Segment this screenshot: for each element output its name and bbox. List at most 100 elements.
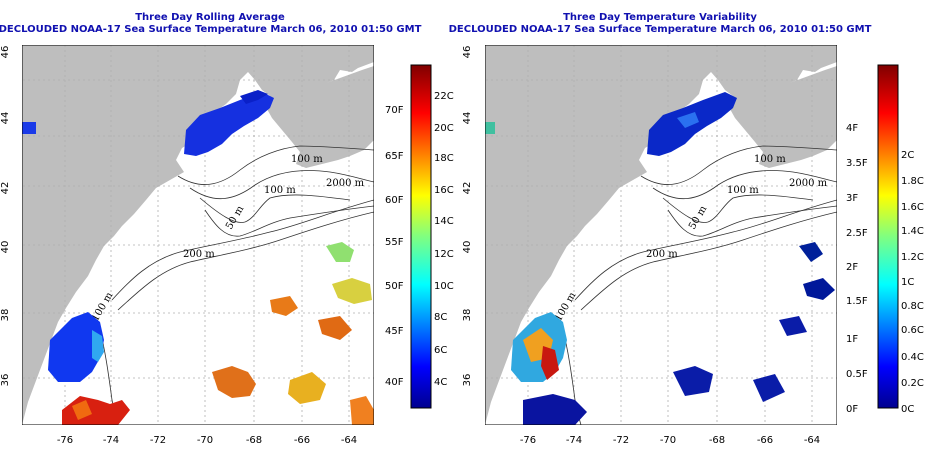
y-tick-label: 38 (462, 309, 473, 322)
right-map: 100 m 2000 m 100 m 50 m 200 m 100 m (485, 45, 837, 425)
colorbar-label: 18C (434, 153, 454, 164)
sst-patch-orange-far-east (350, 396, 374, 425)
right-x-axis: -76 -74 -72 -70 -68 -66 -64 (520, 435, 820, 446)
right-colorbar: 0F 0.5F 1F 1.5F 2F 2.5F 3F 3.5F 4F 0C 0.… (846, 64, 924, 415)
y-tick-label: 44 (0, 112, 11, 125)
left-panel-title-block: Three Day Rolling Average DECLOUDED NOAA… (0, 12, 440, 36)
colorbar-label: 2C (901, 150, 914, 161)
y-tick-label: 46 (462, 46, 473, 59)
sst-patch-offshore-yellow (288, 372, 326, 404)
var-patch-east-5 (779, 316, 807, 336)
x-tick-label: -68 (709, 435, 725, 446)
var-patch-island (485, 122, 495, 134)
colorbar-label: 1C (901, 277, 914, 288)
colorbar-label: 16C (434, 185, 454, 196)
y-tick-label: 42 (0, 182, 11, 195)
colorbar-label: 55F (385, 237, 404, 248)
y-tick-label: 36 (0, 374, 11, 387)
bathymetry-contours (99, 145, 374, 425)
var-patch-east-4 (753, 374, 785, 402)
colorbar-label: 1.8C (901, 176, 924, 187)
contour-label: 100 m (754, 154, 786, 165)
y-tick-label: 40 (462, 241, 473, 254)
land-mass (485, 45, 837, 425)
sst-patch-gulf-of-maine (184, 92, 274, 156)
colorbar-label: 14C (434, 216, 454, 227)
colorbar-label: 8C (434, 312, 447, 323)
colorbar-label: 0.8C (901, 301, 924, 312)
colorbar-label: 1.6C (901, 202, 924, 213)
right-panel-title: Three Day Temperature Variability (563, 12, 757, 23)
contour-label: 200 m (183, 249, 215, 260)
var-patch-east-2 (803, 278, 835, 300)
var-patch-east-3 (673, 366, 713, 396)
colorbar-label: 10C (434, 281, 454, 292)
graticule (486, 45, 837, 425)
var-patch-east-1 (799, 242, 823, 262)
sst-patch-offshore-yellow2 (332, 278, 372, 304)
colorbar-label: 3.5F (846, 158, 868, 169)
x-tick-label: -66 (294, 435, 310, 446)
contour-label: 100 m (727, 185, 759, 196)
sst-patches (22, 90, 374, 425)
left-colorbar: 40F 45F 50F 55F 60F 65F 70F 4C 6C 8C 10C… (385, 64, 454, 409)
sst-patch-offshore-orange (212, 366, 256, 398)
y-tick-label: 44 (462, 112, 473, 125)
x-tick-label: -76 (57, 435, 73, 446)
sst-patch-maine-edge (240, 90, 268, 104)
x-tick-label: -64 (804, 435, 820, 446)
colorbar-label: 2.5F (846, 228, 868, 239)
right-panel-subtitle: DECLOUDED NOAA-17 Sea Surface Temperatur… (448, 24, 872, 35)
sst-patch-chesapeake (48, 312, 104, 382)
colorbar-label: 65F (385, 151, 404, 162)
x-tick-label: -68 (246, 435, 262, 446)
sst-patch-south-orange (72, 400, 92, 420)
x-tick-label: -64 (341, 435, 357, 446)
bathymetry-contours (562, 145, 837, 425)
colorbar-label: 40F (385, 377, 404, 388)
sst-patch-offshore-green (326, 242, 354, 262)
colorbar-label: 6C (434, 345, 447, 356)
sst-patch-island (22, 122, 36, 134)
left-map: 100 m 2000 m 100 m 50 m 200 m 100 m (22, 45, 374, 425)
colorbar-label: 4F (846, 123, 858, 134)
colorbar-label: 0.4C (901, 352, 924, 363)
left-panel-title: Three Day Rolling Average (135, 12, 285, 23)
y-tick-label: 42 (462, 182, 473, 195)
nova-scotia-land (725, 66, 837, 168)
colorbar-label: 22C (434, 91, 454, 102)
y-tick-label: 36 (462, 374, 473, 387)
colorbar-label: 0F (846, 404, 858, 415)
colorbar-label: 0C (901, 404, 914, 415)
land-mass (22, 45, 374, 425)
contour-label: 100 m (291, 154, 323, 165)
colorbar-label: 70F (385, 105, 404, 116)
colorbar-label: 60F (385, 195, 404, 206)
var-patch-chesapeake-red (541, 346, 559, 380)
colorbar-label: 4C (434, 377, 447, 388)
y-tick-label: 46 (0, 46, 11, 59)
var-patch-south (523, 394, 587, 425)
y-tick-label: 40 (0, 241, 11, 254)
sst-patch-shelf-warm (92, 330, 104, 362)
var-patch-gulf-speckle (677, 112, 699, 128)
colorbar-scale (410, 64, 432, 409)
colorbar-label: 12C (434, 249, 454, 260)
colorbar-label: 1.4C (901, 226, 924, 237)
left-y-axis: 36 38 40 42 44 46 (0, 46, 11, 387)
contour-label: 200 m (646, 249, 678, 260)
colorbar-label: 1F (846, 334, 858, 345)
colorbar-label: 0.2C (901, 378, 924, 389)
colorbar-label: 1.5F (846, 296, 868, 307)
left-x-axis: -76 -74 -72 -70 -68 -66 -64 (57, 435, 357, 446)
right-panel-title-block: Three Day Temperature Variability DECLOU… (430, 12, 890, 36)
sst-patch-orange-east (318, 316, 352, 340)
colorbar-label: 50F (385, 281, 404, 292)
x-tick-label: -70 (197, 435, 213, 446)
contour-label: 2000 m (326, 178, 365, 189)
contour-label: 100 m (264, 185, 296, 196)
colorbar-label: 0.5F (846, 369, 868, 380)
x-tick-label: -74 (103, 435, 119, 446)
left-panel-subtitle: DECLOUDED NOAA-17 Sea Surface Temperatur… (0, 24, 422, 35)
